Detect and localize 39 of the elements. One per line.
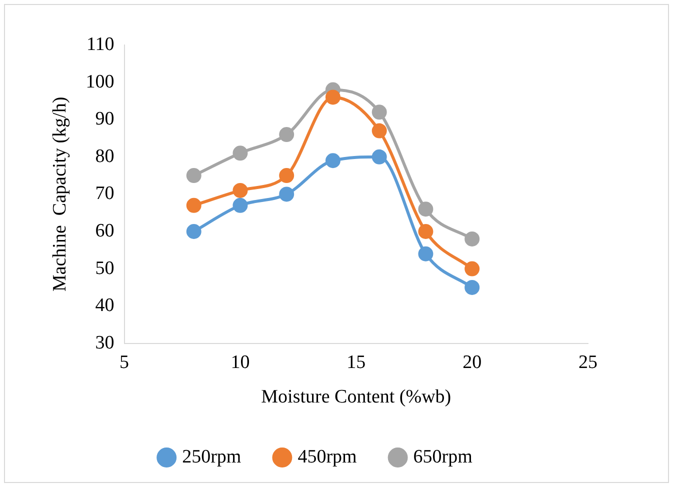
y-axis-title: Machine Capacity (kg/h) — [49, 96, 70, 292]
y-tick-label: 100 — [86, 71, 114, 92]
x-axis-title: Moisture Content (%wb) — [261, 386, 452, 408]
point — [186, 224, 202, 239]
point — [372, 104, 387, 120]
y-tick-label: 80 — [95, 146, 114, 167]
point — [464, 231, 480, 246]
y-tick-label: 70 — [95, 183, 114, 204]
point — [279, 186, 294, 202]
legend-label: 250rpm — [182, 446, 242, 468]
point — [325, 153, 340, 168]
point — [418, 202, 434, 217]
point — [186, 198, 202, 213]
point — [232, 146, 248, 161]
x-tick-label: 20 — [462, 352, 482, 373]
point — [372, 149, 387, 164]
y-tick-label: 110 — [86, 34, 114, 55]
y-tick-label: 30 — [95, 332, 114, 354]
y-tick-label: 50 — [95, 258, 114, 279]
y-tick-label: 40 — [95, 295, 114, 316]
y-tick-label: 90 — [95, 108, 114, 130]
x-tick-label: 15 — [346, 352, 366, 373]
x-tick-label: 25 — [578, 352, 598, 373]
x-tick-label: 5 — [120, 352, 130, 373]
point — [418, 246, 434, 262]
point — [464, 280, 480, 295]
legend-label: 650rpm — [413, 446, 473, 468]
point — [464, 261, 480, 276]
point — [232, 198, 248, 213]
point — [279, 168, 294, 184]
y-tick-label: 60 — [95, 220, 114, 242]
point — [279, 127, 294, 142]
point — [418, 224, 434, 239]
point — [372, 123, 387, 138]
point — [186, 168, 202, 184]
x-tick-label: 10 — [230, 352, 250, 373]
point — [232, 182, 248, 198]
point — [325, 90, 340, 105]
legend-label: 450rpm — [298, 446, 358, 468]
